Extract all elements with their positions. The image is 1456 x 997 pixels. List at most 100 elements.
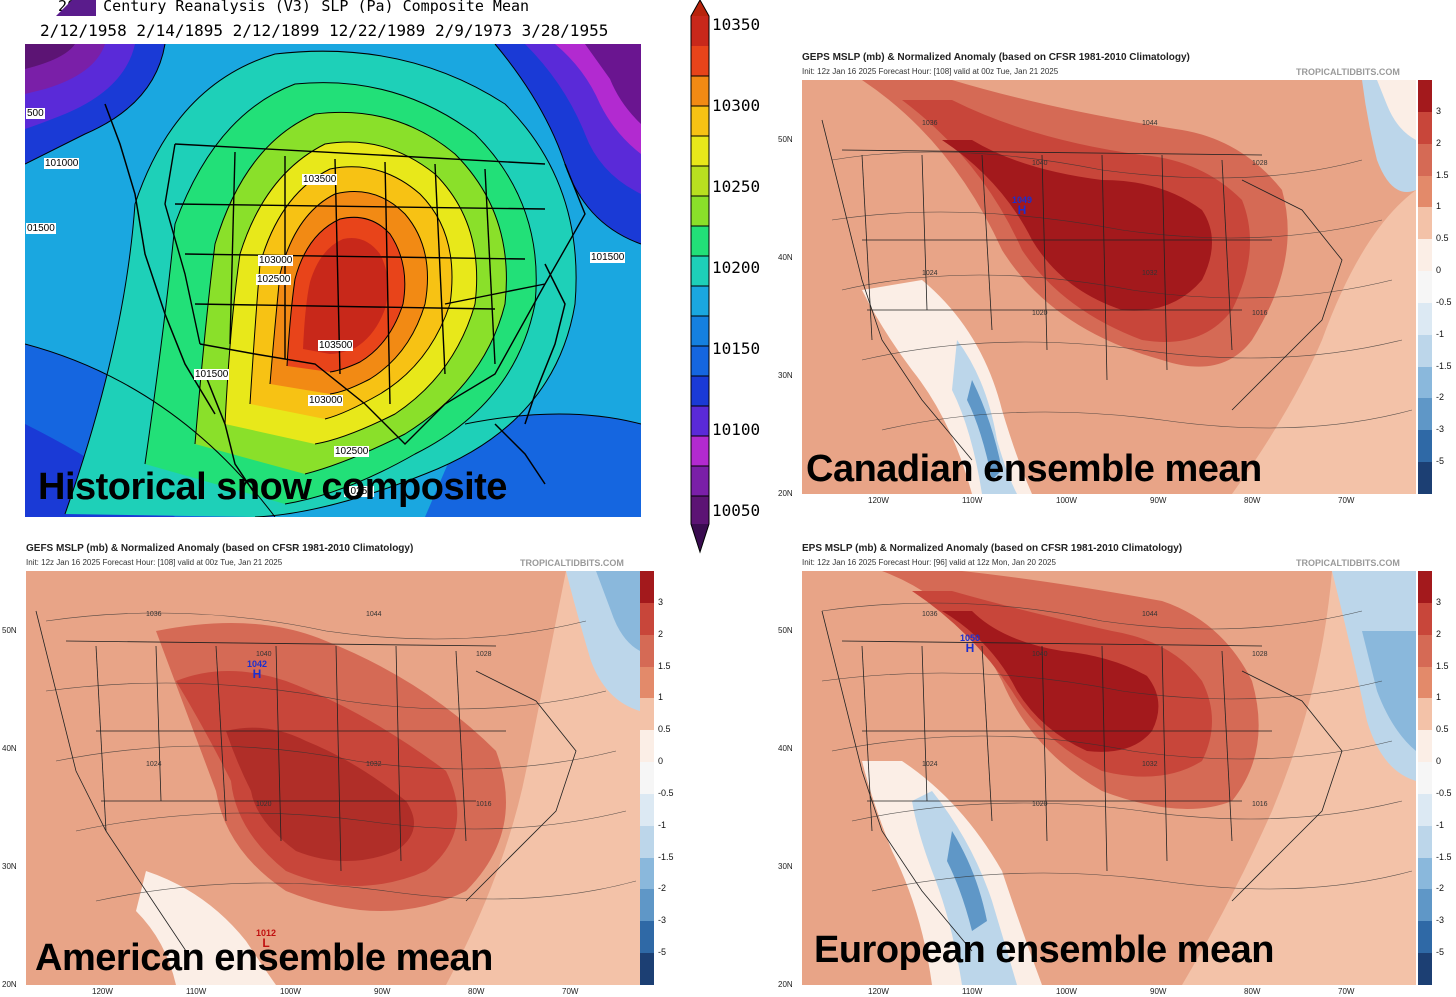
- european-colorbar-tick: -1: [1436, 819, 1445, 830]
- american-low-value: 1012: [256, 928, 277, 938]
- european-isobar-label: 1040: [1032, 651, 1048, 658]
- european-high-marker: 1050 H: [960, 633, 981, 655]
- european-colorbar-segment: [1418, 634, 1432, 668]
- canadian-colorbar-segment: [1418, 111, 1432, 145]
- historical-header: 20th Century Reanalysis (V3) SLP (Pa) Co…: [58, 0, 529, 17]
- colorbar-label-10100: 10100: [712, 420, 761, 439]
- european-title: EPS MSLP (mb) & Normalized Anomaly (base…: [802, 543, 1183, 554]
- canadian-isobar-label: 1016: [1252, 310, 1268, 317]
- american-colorbar-segment: [640, 825, 654, 859]
- contour-label-102500-bottom: 102500: [334, 446, 370, 457]
- american-isobar-label: 1024: [146, 761, 162, 768]
- european-isobar-label: 1036: [922, 611, 938, 618]
- canadian-lat-label: 30N: [778, 371, 793, 380]
- canadian-colorbar-tick: -0.5: [1436, 296, 1452, 307]
- european-high-letter: H: [965, 641, 975, 655]
- canadian-colorbar-tick: -5: [1436, 456, 1445, 467]
- european-isobar-label: 1024: [922, 761, 938, 768]
- contour-label-103000-bottom: 103000: [308, 395, 344, 406]
- colorbar-label-10150: 10150: [712, 339, 761, 358]
- american-lat-label: 50N: [2, 626, 17, 635]
- canadian-colorbar-segment: [1418, 207, 1432, 240]
- american-isobar-label: 1020: [256, 801, 272, 808]
- canadian-colorbar-tick: -1: [1436, 328, 1445, 339]
- american-isobar-label: 1040: [256, 651, 272, 658]
- american-low-marker: 1012 L: [256, 928, 277, 949]
- european-high-value: 1050: [960, 633, 981, 643]
- canadian-isobar-label: 1024: [922, 270, 938, 277]
- european-anomaly-colorbar: [1418, 571, 1432, 986]
- american-title: GEFS MSLP (mb) & Normalized Anomaly (bas…: [26, 543, 414, 554]
- european-lat-label: 50N: [778, 626, 793, 635]
- canadian-colorbar-segment: [1418, 175, 1432, 208]
- american-lon-label: 110W: [186, 987, 207, 996]
- european-colorbar-tick: -0.5: [1436, 787, 1452, 798]
- european-colorbar-segment: [1418, 857, 1432, 890]
- american-anomaly-map: [26, 571, 640, 985]
- american-lat-label: 30N: [2, 862, 17, 871]
- canadian-colorbar-tick: -2: [1436, 392, 1445, 403]
- canadian-isobar-label: 1020: [1032, 310, 1048, 317]
- american-isobar-label: 1044: [366, 611, 382, 618]
- european-colorbar-tick: -3: [1436, 915, 1445, 926]
- american-colorbar-segment: [640, 634, 654, 668]
- european-lon-label: 100W: [1056, 987, 1077, 996]
- european-panel: EPS MSLP (mb) & Normalized Anomaly (base…: [790, 541, 1440, 997]
- slp-colorbar: 10350 10300 10250 10200 10150 10100 1005…: [690, 0, 770, 555]
- canadian-isobar-label: 1032: [1142, 270, 1158, 277]
- european-subtitle: Init: 12z Jan 16 2025 Forecast Hour: [96…: [802, 558, 1056, 567]
- american-lat-label: 40N: [2, 744, 17, 753]
- canadian-lon-label: 90W: [1150, 496, 1167, 505]
- european-colorbar-tick: -5: [1436, 947, 1445, 958]
- canadian-panel: GEPS MSLP (mb) & Normalized Anomaly (bas…: [790, 50, 1440, 510]
- american-credit: TROPICALTIDBITS.COM: [520, 558, 624, 568]
- european-lon-label: 90W: [1150, 987, 1167, 996]
- american-high-marker: 1042 H: [247, 659, 267, 680]
- historical-label: Historical snow composite: [38, 466, 507, 508]
- european-lat-label: 30N: [778, 862, 793, 871]
- european-colorbar-tick: -2: [1436, 883, 1445, 894]
- american-colorbar-segment: [640, 571, 654, 604]
- canadian-colorbar-segment: [1418, 398, 1432, 431]
- canadian-subtitle: Init: 12z Jan 16 2025 Forecast Hour: [10…: [802, 67, 1059, 76]
- canadian-label: Canadian ensemble mean: [806, 448, 1262, 490]
- contour-label-103000: 103000: [258, 255, 294, 266]
- canadian-high-letter: H: [1017, 203, 1027, 217]
- canadian-anomaly-colorbar: [1418, 80, 1432, 495]
- american-colorbar-segment: [640, 666, 654, 699]
- american-colorbar-segment: [640, 730, 654, 763]
- american-panel: GEFS MSLP (mb) & Normalized Anomaly (bas…: [14, 541, 694, 997]
- european-isobar-label: 1020: [1032, 801, 1048, 808]
- american-colorbar-tick: -1: [658, 819, 667, 830]
- european-colorbar-segment: [1418, 571, 1432, 604]
- canadian-colorbar-segment: [1418, 80, 1432, 113]
- american-colorbar-segment: [640, 953, 654, 986]
- canadian-lat-label: 20N: [778, 489, 793, 498]
- contour-label-103500-top: 103500: [302, 174, 338, 185]
- american-subtitle: Init: 12z Jan 16 2025 Forecast Hour: [10…: [26, 558, 283, 567]
- contour-label-101500-left: 101500: [194, 369, 230, 380]
- american-anomaly-colorbar: [640, 571, 654, 986]
- american-colorbar-tick: -2: [658, 883, 667, 894]
- historical-subtitle: SLP (Pa) Composite Mean: [321, 0, 530, 15]
- american-colorbar-tick: -1.5: [658, 851, 674, 862]
- contour-label-103500-bottom: 103500: [318, 340, 354, 351]
- american-colorbar-tick: 1.5: [658, 660, 671, 671]
- european-colorbar-segment: [1418, 666, 1432, 699]
- american-colorbar-tick: -3: [658, 915, 667, 926]
- european-lat-label: 20N: [778, 980, 793, 989]
- canadian-high-marker: 1049 H: [1012, 195, 1033, 217]
- american-colorbar-tick: 3: [658, 596, 664, 607]
- canadian-colorbar-segment: [1418, 271, 1432, 304]
- american-isobar-label: 1036: [146, 611, 162, 618]
- american-colorbar-tick: 2: [658, 628, 664, 639]
- colorbar-label-10200: 10200: [712, 258, 761, 277]
- colorbar-label-10050: 10050: [712, 501, 761, 520]
- canadian-high-value: 1049: [1012, 195, 1033, 205]
- contour-label-101000: 101000: [44, 158, 80, 169]
- canadian-isobar-label: 1044: [1142, 120, 1158, 127]
- european-colorbar-tick: 3: [1436, 596, 1442, 607]
- european-label: European ensemble mean: [814, 929, 1274, 971]
- european-colorbar-tick: 2: [1436, 628, 1442, 639]
- canadian-colorbar-tick: 1.5: [1436, 169, 1449, 180]
